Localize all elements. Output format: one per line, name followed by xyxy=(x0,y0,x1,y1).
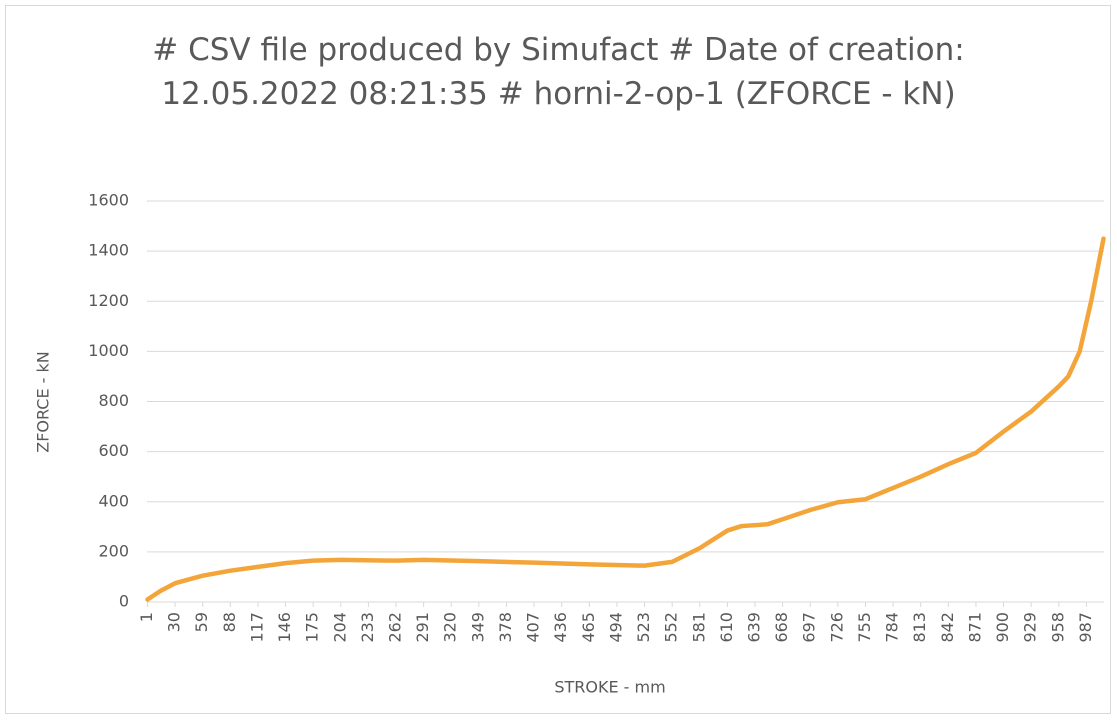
y-tick-label: 1600 xyxy=(88,191,129,210)
x-tick-label: 436 xyxy=(551,612,570,643)
x-tick-label: 929 xyxy=(1021,612,1040,643)
x-tick-label: 349 xyxy=(468,612,487,643)
x-tick-label: 958 xyxy=(1048,612,1067,643)
x-tick-label: 262 xyxy=(386,612,405,643)
x-tick-label: 233 xyxy=(358,612,377,643)
chart-border xyxy=(5,5,1111,714)
x-tick-label: 175 xyxy=(303,612,322,643)
x-tick-label: 523 xyxy=(634,612,653,643)
y-tick-label: 200 xyxy=(98,541,129,560)
x-tick-label: 291 xyxy=(413,612,432,643)
x-tick-label: 494 xyxy=(606,612,625,643)
x-tick-label: 871 xyxy=(965,612,984,643)
x-tick-label: 30 xyxy=(165,612,184,632)
x-tick-label: 407 xyxy=(524,612,543,643)
x-tick-label: 842 xyxy=(938,612,957,643)
x-tick-label: 378 xyxy=(496,612,515,643)
y-tick-label: 1200 xyxy=(88,291,129,310)
x-tick-label: 900 xyxy=(993,612,1012,643)
x-tick-label: 987 xyxy=(1076,612,1095,643)
chart-title: # CSV file produced by Simufact # Date o… xyxy=(152,32,965,112)
x-tick-label: 784 xyxy=(883,612,902,643)
x-tick-label: 204 xyxy=(330,612,349,643)
x-tick-label: 726 xyxy=(827,612,846,643)
y-axis-title: ZFORCE - kN xyxy=(34,351,53,453)
x-tick-label: 639 xyxy=(745,612,764,643)
x-tick-label: 813 xyxy=(910,612,929,643)
x-tick-label: 668 xyxy=(772,612,791,643)
x-tick-label: 59 xyxy=(192,612,211,632)
y-tick-label: 0 xyxy=(119,592,129,611)
x-tick-label: 755 xyxy=(855,612,874,643)
y-tick-label: 400 xyxy=(98,491,129,510)
x-tick-label: 465 xyxy=(579,612,598,643)
y-tick-label: 800 xyxy=(98,391,129,410)
x-tick-label: 88 xyxy=(220,612,239,632)
x-tick-label: 320 xyxy=(441,612,460,643)
data-line xyxy=(145,236,1106,602)
y-tick-label: 600 xyxy=(98,441,129,460)
x-tick-label: 697 xyxy=(800,612,819,643)
x-axis-title: STROKE - mm xyxy=(554,678,665,697)
x-tick-label: 552 xyxy=(662,612,681,643)
y-tick-label: 1000 xyxy=(88,341,129,360)
x-tick-label: 1 xyxy=(137,612,156,622)
x-tick-label: 581 xyxy=(689,612,708,643)
x-tick-label: 610 xyxy=(717,612,736,643)
x-tick-label: 146 xyxy=(275,612,294,643)
y-tick-label: 1400 xyxy=(88,241,129,260)
x-tick-label: 117 xyxy=(247,612,266,643)
